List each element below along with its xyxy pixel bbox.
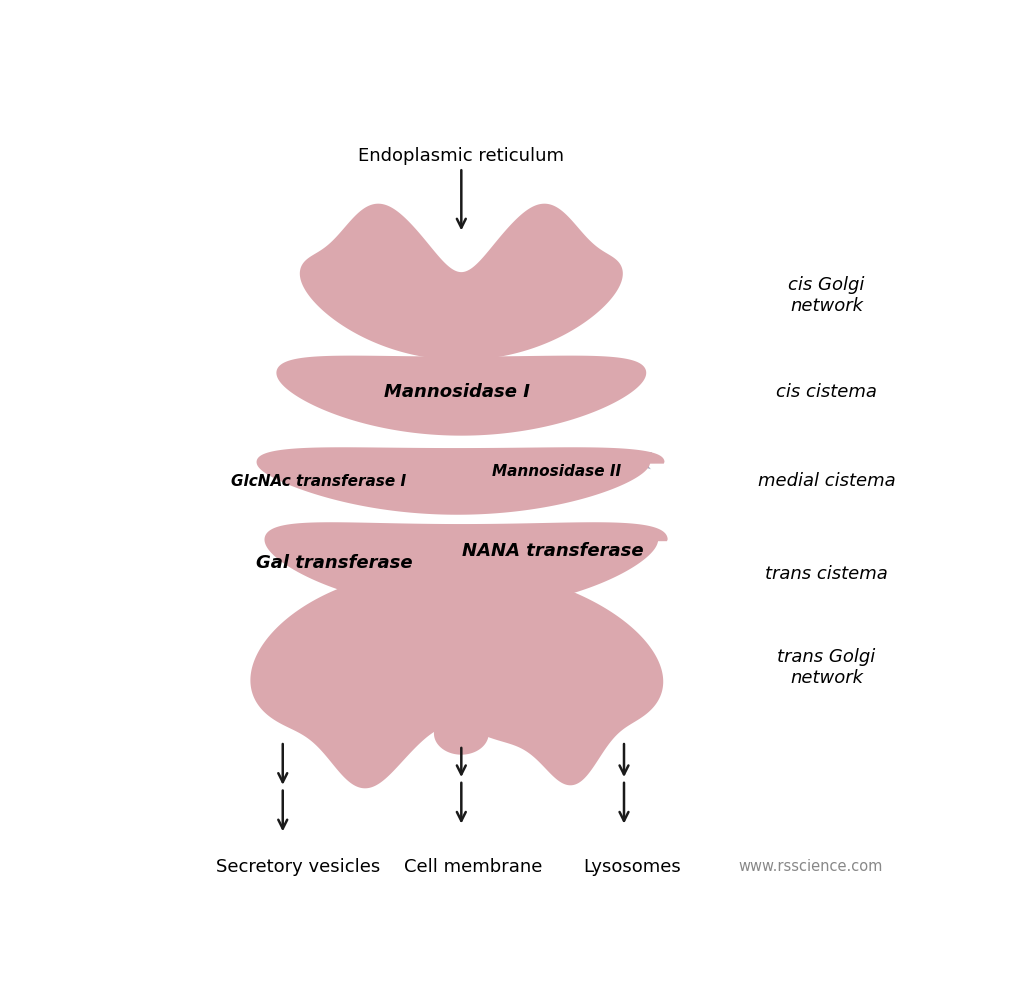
Polygon shape [267,525,666,607]
Text: trans cistema: trans cistema [765,566,888,583]
Polygon shape [318,222,604,341]
Text: www.rsscience.com: www.rsscience.com [738,859,883,874]
Polygon shape [263,454,658,508]
Text: Endoplasmic reticulum: Endoplasmic reticulum [358,147,564,165]
Text: Cell membrane: Cell membrane [404,858,543,876]
Polygon shape [251,568,664,788]
Polygon shape [270,452,652,498]
Text: Gal transferase: Gal transferase [256,554,413,572]
Polygon shape [436,714,486,753]
Text: Lysosomes: Lysosomes [583,858,681,876]
Polygon shape [257,447,665,515]
Text: medial cistema: medial cistema [758,472,895,490]
Polygon shape [280,530,655,593]
Polygon shape [279,357,644,433]
Polygon shape [259,576,655,780]
Polygon shape [271,530,662,602]
Polygon shape [447,726,475,741]
Text: Mannosidase I: Mannosidase I [384,384,530,401]
Polygon shape [434,712,488,754]
Polygon shape [284,363,639,429]
Polygon shape [253,571,660,785]
Text: NANA transferase: NANA transferase [462,542,643,560]
Polygon shape [303,206,620,357]
Polygon shape [264,523,668,609]
Polygon shape [276,355,646,436]
Polygon shape [300,203,623,361]
Text: Mannosidase II: Mannosidase II [492,464,622,478]
Polygon shape [291,372,632,419]
Polygon shape [440,718,482,749]
Text: GlcNAc transferase I: GlcNAc transferase I [230,474,407,488]
Polygon shape [259,449,663,513]
Polygon shape [269,586,644,770]
Text: cis cistema: cis cistema [776,384,877,401]
Text: cis Golgi
network: cis Golgi network [788,276,864,315]
Text: trans Golgi
network: trans Golgi network [777,649,876,687]
Polygon shape [308,211,614,351]
Text: Secretory vesicles: Secretory vesicles [216,858,381,876]
